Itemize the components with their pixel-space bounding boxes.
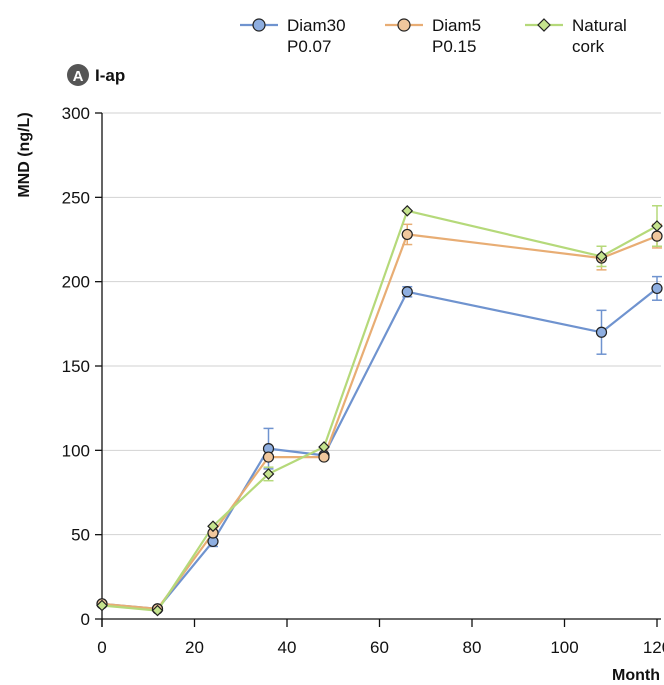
series-lines (101, 209, 658, 612)
y-tick-label: 250 (62, 188, 90, 207)
data-point-3 (401, 204, 414, 217)
legend-label: Diam5 (432, 16, 481, 35)
x-tick-label: 80 (463, 638, 482, 657)
panel-label: A I-ap (67, 64, 125, 86)
y-axis-title-group: MND (ng/L) (16, 112, 33, 197)
x-tick-label: 60 (370, 638, 389, 657)
y-tick-label: 200 (62, 273, 90, 292)
data-point-3 (318, 441, 330, 453)
panel-letter-badge (67, 64, 89, 86)
y-tick-label: 300 (62, 104, 90, 123)
legend-marker (252, 18, 266, 32)
panel-letter: A (73, 68, 84, 85)
axes: 0 50 100 150 200 250 300 0 20 40 60 80 100 120 (62, 104, 664, 657)
series-markers (96, 204, 663, 617)
legend-label: Diam30 (287, 16, 346, 35)
data-point-2 (651, 230, 663, 242)
y-axis-title: MND (ng/L) (16, 112, 33, 197)
data-point-3 (595, 250, 608, 263)
x-tick-label: 120 (643, 638, 664, 657)
data-point-2 (318, 451, 330, 463)
gridlines (102, 112, 661, 536)
series-line-1 (101, 287, 658, 611)
x-tick-label: 100 (550, 638, 578, 657)
legend-label: Natural (572, 16, 627, 35)
data-point-3 (207, 520, 219, 533)
data-point-3 (151, 604, 164, 617)
data-point-1 (651, 282, 663, 295)
y-tick-label: 100 (62, 441, 90, 460)
panel-title: I-ap (95, 66, 125, 85)
legend-label: P0.07 (287, 37, 331, 56)
y-tick-label: 150 (62, 357, 90, 376)
data-point-3 (651, 220, 663, 232)
data-point-2 (401, 228, 413, 241)
data-point-3 (262, 468, 275, 480)
legend-marker (397, 18, 411, 32)
data-point-1 (401, 286, 413, 298)
legend-label: cork (572, 37, 605, 56)
data-point-3 (96, 599, 108, 612)
y-tick-label: 50 (71, 526, 90, 545)
data-point-1 (595, 326, 608, 338)
x-axis-title: Month (612, 667, 660, 684)
x-tick-label: 0 (97, 638, 106, 657)
data-point-2 (262, 451, 275, 463)
x-tick-label: 40 (278, 638, 297, 657)
legend-label: P0.15 (432, 37, 476, 56)
y-tick-label: 0 (81, 610, 90, 629)
legend: Diam30 P0.07 Diam5 P0.15 Natural cork (240, 16, 627, 56)
x-tick-label: 20 (185, 638, 204, 657)
series-line-3 (101, 209, 658, 612)
legend-marker (537, 18, 551, 32)
